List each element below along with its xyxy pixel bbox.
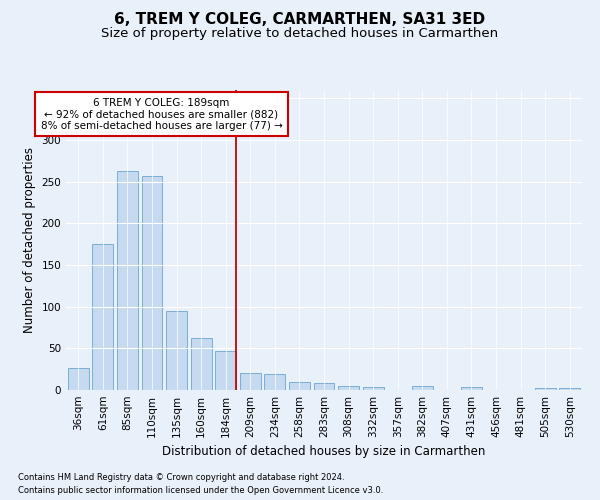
- Text: 6, TREM Y COLEG, CARMARTHEN, SA31 3ED: 6, TREM Y COLEG, CARMARTHEN, SA31 3ED: [115, 12, 485, 28]
- Bar: [314, 382, 334, 390]
- Text: Size of property relative to detached houses in Carmarthen: Size of property relative to detached ho…: [101, 28, 499, 40]
- Bar: [265, 374, 286, 390]
- Bar: [215, 351, 236, 390]
- Bar: [461, 386, 482, 390]
- Bar: [559, 388, 580, 390]
- Bar: [166, 311, 187, 390]
- Text: 6 TREM Y COLEG: 189sqm
← 92% of detached houses are smaller (882)
8% of semi-det: 6 TREM Y COLEG: 189sqm ← 92% of detached…: [41, 98, 283, 130]
- X-axis label: Distribution of detached houses by size in Carmarthen: Distribution of detached houses by size …: [163, 446, 485, 458]
- Text: Contains public sector information licensed under the Open Government Licence v3: Contains public sector information licen…: [18, 486, 383, 495]
- Bar: [412, 386, 433, 390]
- Bar: [535, 388, 556, 390]
- Bar: [362, 386, 383, 390]
- Bar: [117, 171, 138, 390]
- Text: Contains HM Land Registry data © Crown copyright and database right 2024.: Contains HM Land Registry data © Crown c…: [18, 474, 344, 482]
- Bar: [68, 368, 89, 390]
- Bar: [92, 244, 113, 390]
- Bar: [240, 374, 261, 390]
- Bar: [191, 338, 212, 390]
- Bar: [289, 382, 310, 390]
- Bar: [142, 176, 163, 390]
- Y-axis label: Number of detached properties: Number of detached properties: [23, 147, 36, 333]
- Bar: [338, 386, 359, 390]
